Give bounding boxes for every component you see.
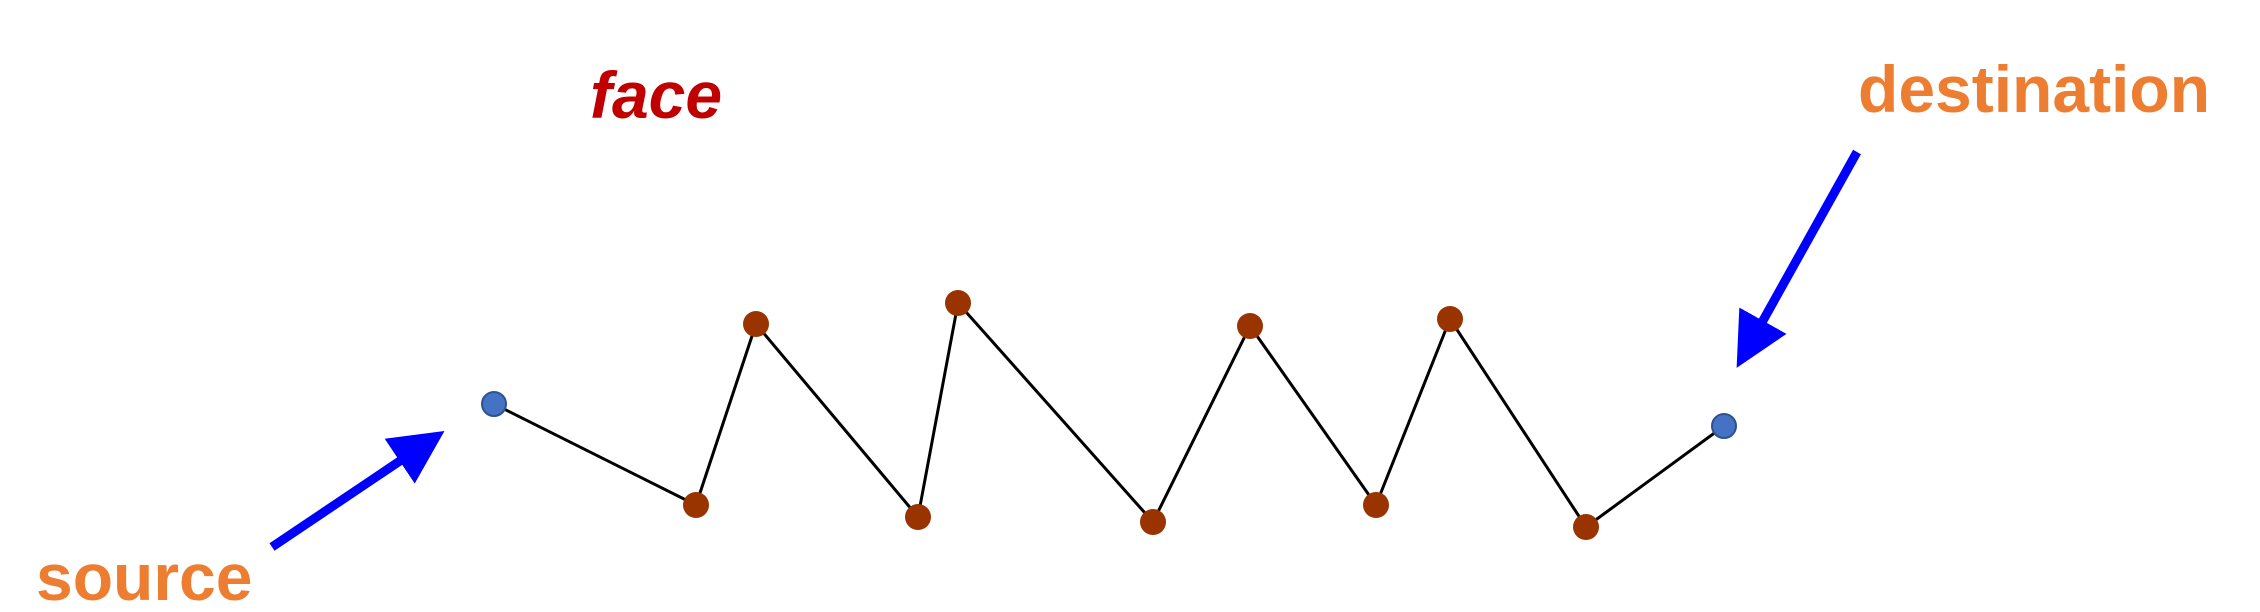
destination-label: destination [1858,52,2210,126]
path-edge [1151,325,1252,523]
destination-arrow [1736,149,1861,368]
path-vertex [743,311,769,337]
path-edges [493,302,1725,529]
destination-vertex [1711,413,1737,439]
path-vertex [945,290,971,316]
path-edge [1585,424,1725,529]
path-edge [956,302,1155,523]
path-edge [1248,325,1378,506]
path-vertices [481,290,1737,540]
path-edge [754,323,920,518]
path-vertex [683,492,709,518]
path-vertex [1140,509,1166,535]
source-arrow [269,430,445,551]
path-edge [1374,318,1452,506]
path-edge [694,323,758,506]
source-label: source [36,540,252,612]
path-edge [1448,318,1588,528]
path-vertex [1363,492,1389,518]
path-vertex [1437,306,1463,332]
source-vertex [481,391,507,417]
path-vertex [1237,313,1263,339]
path-edge [916,302,960,518]
face-label: face [590,58,722,132]
path-vertex [905,504,931,530]
path-vertex [1573,514,1599,540]
path-edge [493,402,697,507]
